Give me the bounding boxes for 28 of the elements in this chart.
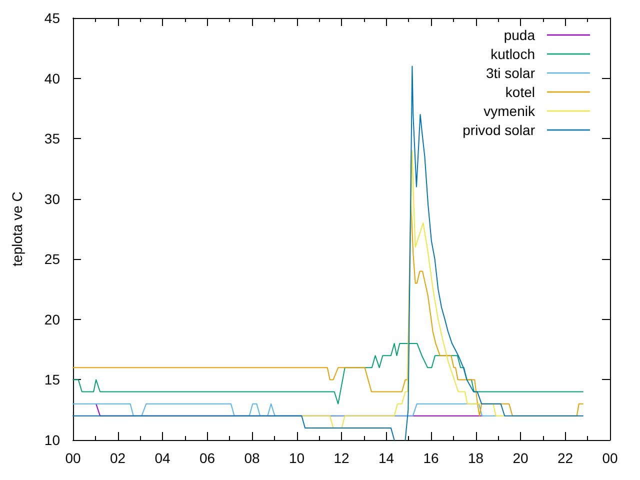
legend-label: 3ti solar	[486, 65, 536, 81]
x-tick-label: 02	[110, 450, 126, 466]
legend-label: vymenik	[484, 103, 536, 119]
legend-label: kotel	[505, 84, 535, 100]
legend-label: puda	[504, 27, 536, 43]
x-tick-label: 18	[468, 450, 484, 466]
y-tick-label: 25	[44, 251, 60, 268]
x-tick-label: 08	[244, 450, 260, 466]
x-tick-label: 12	[334, 450, 350, 466]
y-tick-label: 45	[44, 10, 60, 26]
legend-label: kutloch	[490, 46, 535, 62]
x-tick-label: 14	[378, 450, 394, 466]
y-tick-label: 35	[44, 130, 60, 147]
y-tick-label: 30	[44, 190, 60, 207]
legend-label: privod solar	[462, 122, 536, 138]
x-tick-label: 10	[288, 450, 305, 466]
y-tick-label: 40	[44, 70, 60, 86]
x-tick-label: 00	[602, 450, 618, 466]
x-tick-label: 20	[512, 450, 528, 466]
x-tick-label: 16	[423, 450, 439, 466]
x-tick-label: 00	[65, 450, 81, 466]
y-tick-label: 10	[44, 432, 60, 448]
y-axis-title: teplota ve C	[9, 192, 25, 266]
x-tick-label: 22	[557, 450, 574, 466]
y-tick-label: 20	[44, 311, 60, 328]
x-tick-label: 04	[154, 450, 170, 466]
y-tick-label: 15	[44, 372, 60, 388]
x-tick-label: 06	[199, 450, 216, 466]
